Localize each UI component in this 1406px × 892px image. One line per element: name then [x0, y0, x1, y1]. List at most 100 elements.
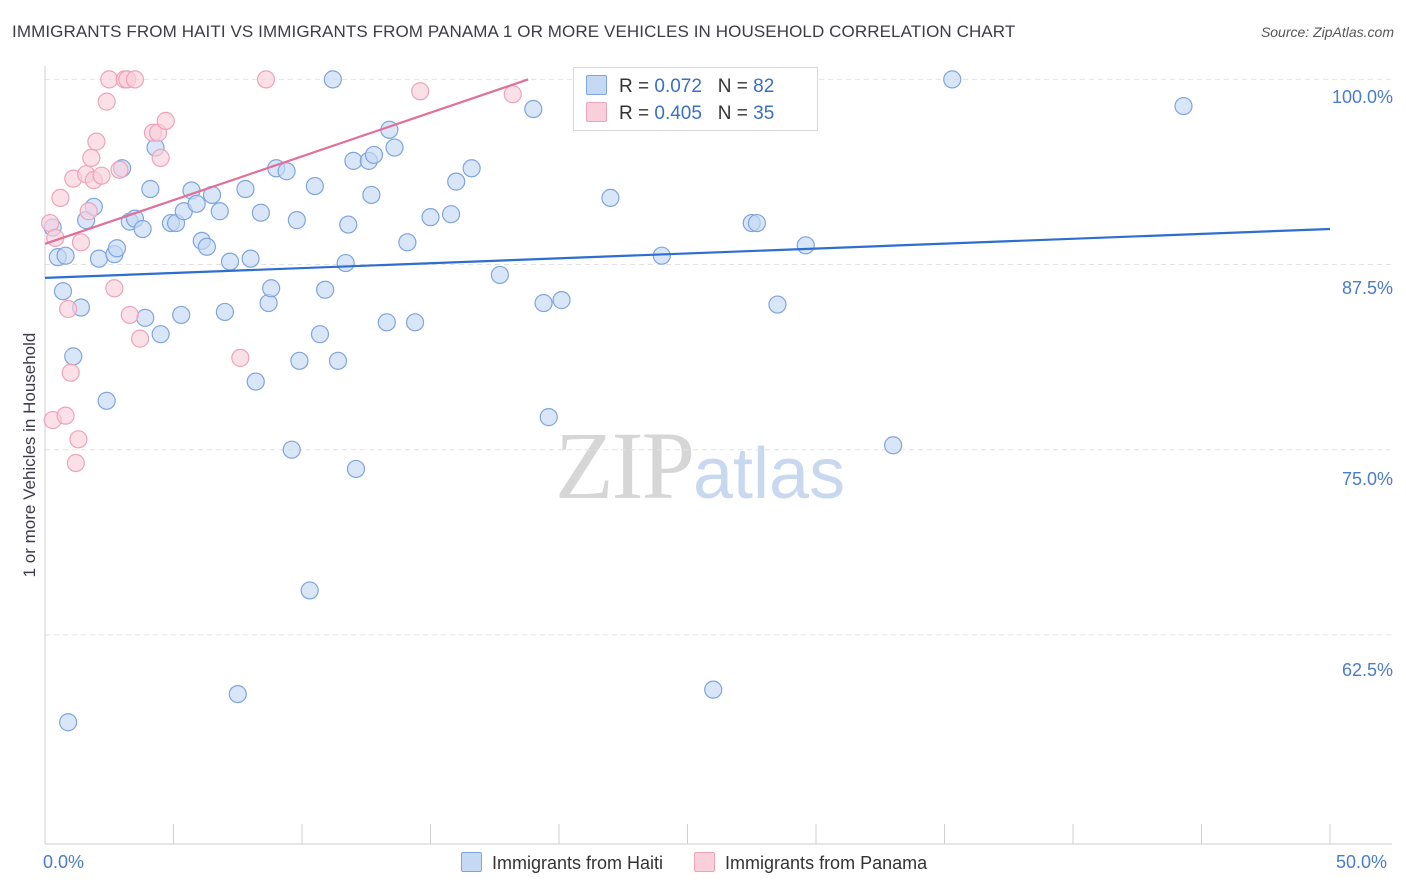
haiti-point — [601, 188, 620, 208]
haiti-point — [346, 459, 366, 479]
panama-n-label: N = — [717, 103, 748, 124]
haiti-point — [251, 203, 270, 222]
legend-item-haiti[interactable]: Immigrants from Haiti — [461, 852, 663, 874]
haiti-point — [187, 194, 206, 213]
panama-legend-label: Immigrants from Panama — [725, 853, 928, 873]
panama-r-label: R = — [619, 103, 650, 124]
legend-row-haiti: R = 0.072 N = 82 — [586, 75, 774, 99]
haiti-point — [141, 179, 160, 199]
haiti-point — [943, 70, 962, 89]
haiti-point — [447, 172, 466, 191]
haiti-r-label: R = — [619, 76, 650, 97]
panama-point — [411, 82, 430, 101]
panama-point — [231, 348, 250, 367]
source-label: Source: ZipAtlas.com — [1260, 24, 1394, 40]
haiti-point — [133, 219, 152, 239]
haiti-swatch — [586, 75, 607, 95]
panama-point — [125, 70, 145, 89]
haiti-point — [405, 313, 425, 332]
haiti-point — [107, 239, 127, 258]
haiti-point — [300, 581, 319, 600]
panama-legend-swatch — [694, 852, 716, 872]
haiti-point — [552, 291, 571, 310]
panama-point — [51, 188, 70, 208]
panama-point — [82, 148, 101, 168]
haiti-point — [305, 176, 324, 196]
haiti-point — [262, 279, 281, 298]
y-tick-label: 75.0% — [1341, 469, 1393, 489]
watermark: ZIPatlas — [555, 410, 845, 521]
haiti-n-label: N = — [717, 76, 748, 97]
panama-point — [110, 160, 129, 179]
legend-row-panama: R = 0.405 N = 35 — [586, 102, 774, 126]
haiti-point — [796, 236, 815, 255]
haiti-legend-label: Immigrants from Haiti — [492, 853, 664, 873]
panama-point — [105, 279, 124, 298]
panama-point — [97, 92, 116, 111]
haiti-point — [747, 213, 766, 233]
haiti-point — [89, 249, 109, 268]
haiti-point — [136, 308, 155, 327]
watermark-atlas: atlas — [693, 434, 846, 514]
haiti-point — [53, 282, 73, 301]
haiti-point — [336, 253, 355, 273]
haiti-point — [277, 162, 296, 181]
haiti-n-value: 82 — [753, 76, 775, 97]
haiti-point — [328, 351, 348, 370]
haiti-point — [883, 436, 903, 455]
watermark-zip: ZIP — [555, 412, 695, 519]
haiti-point — [210, 202, 229, 221]
panama-point — [59, 299, 78, 319]
haiti-point — [259, 293, 278, 313]
haiti-point — [768, 295, 787, 314]
haiti-legend-swatch — [461, 852, 482, 872]
haiti-point — [228, 684, 247, 704]
panama-point — [92, 166, 111, 185]
panama-point — [130, 329, 150, 348]
panama-point — [87, 132, 106, 151]
haiti-point — [524, 99, 543, 119]
panama-point — [69, 430, 88, 449]
haiti-point — [539, 408, 558, 427]
haiti-point — [215, 302, 234, 322]
panama-point — [61, 363, 80, 382]
haiti-point — [339, 215, 358, 234]
haiti-point — [364, 145, 384, 165]
panama-n-value: 35 — [753, 103, 775, 124]
haiti-point — [385, 138, 404, 157]
haiti-point — [241, 249, 260, 268]
haiti-point — [64, 347, 83, 366]
haiti-point — [310, 325, 330, 344]
haiti-point — [56, 246, 75, 265]
haiti-point — [59, 713, 78, 732]
haiti-point — [282, 440, 301, 459]
panama-point — [503, 85, 522, 104]
panama-point — [256, 70, 276, 89]
haiti-point — [421, 208, 440, 227]
chart-title: IMMIGRANTS FROM HAITI VS IMMIGRANTS FROM… — [12, 22, 1016, 41]
y-tick-label: 87.5% — [1341, 278, 1393, 298]
haiti-point — [151, 325, 170, 344]
haiti-point — [704, 680, 723, 699]
panama-point — [56, 406, 75, 425]
haiti-point — [172, 305, 191, 325]
haiti-trend-line — [44, 227, 1331, 279]
haiti-point — [362, 185, 381, 205]
haiti-point — [97, 391, 116, 410]
correlation-legend: R = 0.072 N = 82 R = 0.405 N = 35 — [573, 67, 818, 131]
panama-point — [156, 111, 175, 130]
haiti-point — [197, 237, 217, 256]
y-tick-label: 62.5% — [1341, 660, 1393, 680]
panama-point — [100, 70, 119, 89]
y-tick-label: 100.0% — [1331, 87, 1393, 107]
panama-point — [79, 202, 98, 221]
legend-item-panama[interactable]: Immigrants from Panama — [694, 852, 927, 874]
haiti-point — [398, 233, 417, 252]
haiti-point — [290, 351, 309, 370]
haiti-point — [287, 211, 306, 230]
panama-r-value: 0.405 — [654, 103, 702, 124]
haiti-point — [246, 372, 265, 391]
haiti-r-value: 0.072 — [654, 76, 702, 97]
haiti-point — [490, 265, 509, 285]
